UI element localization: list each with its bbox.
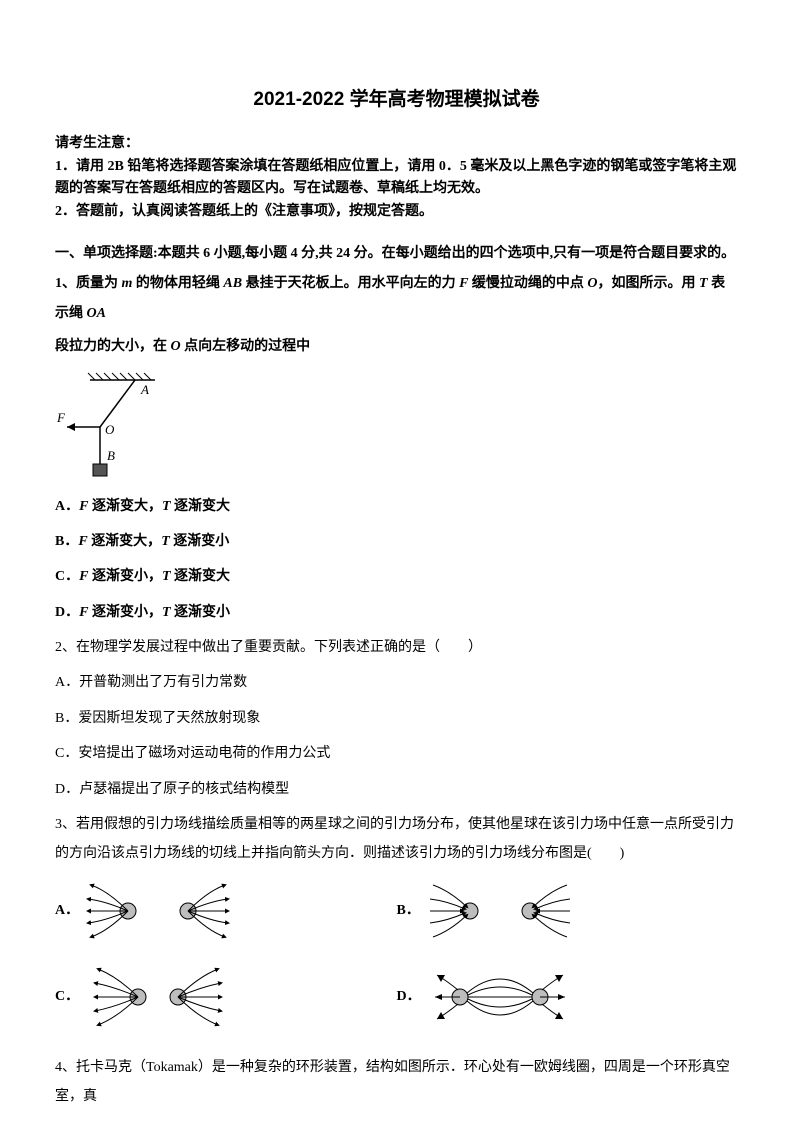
q3-choice-D: D． [397, 963, 739, 1031]
q3-choice-B: B． [397, 877, 739, 945]
q1-line2b: 点向左移动的过程中 [181, 339, 311, 354]
notice-line-2: 2．答题前，认真阅读答题纸上的《注意事项》，按规定答题。 [55, 201, 738, 223]
q3-choice-C: C． [55, 963, 397, 1031]
q2-option-D: D．卢瑟福提出了原子的核式结构模型 [55, 775, 738, 804]
q1-T: T [699, 276, 708, 291]
field-diagram-d-icon [425, 963, 575, 1031]
exam-page: 2021-2022 学年高考物理模拟试卷 请考生注意： 1．请用 2B 铅笔将选… [0, 0, 793, 1122]
q3-label-B: B． [397, 900, 415, 922]
q1-option-A: A．F 逐渐变大，T 逐渐变大 [55, 492, 738, 521]
q3-row-2: C． [55, 963, 738, 1031]
field-diagram-a-icon [83, 877, 233, 945]
q1-mid4: ，如图所示。用 [598, 276, 700, 291]
q1-option-D: D．F 逐渐变小，T 逐渐变小 [55, 598, 738, 627]
q1-mid2: 悬挂于天花板上。用水平向左的力 [242, 276, 459, 291]
q3-row-1: A． [55, 877, 738, 945]
q1-line2a: 段拉力的大小，在 [55, 339, 171, 354]
q1-option-C: C．F 逐渐变小，T 逐渐变大 [55, 562, 738, 591]
q1-OA: OA [87, 306, 106, 321]
notice-header: 请考生注意： [55, 133, 738, 155]
q1-O: O [587, 276, 597, 291]
q1-O2: O [171, 339, 181, 354]
rope-diagram-icon: A O B F [55, 372, 175, 482]
q1-line2: 段拉力的大小，在 O 点向左移动的过程中 [55, 332, 738, 361]
q1-mid1: 的物体用轻绳 [132, 276, 223, 291]
q2-option-A: A．开普勒测出了万有引力常数 [55, 668, 738, 697]
q4-text: 4、托卡马克（Tokamak）是一种复杂的环形装置，结构如图所示．环心处有一欧姆… [55, 1053, 738, 1112]
svg-text:O: O [105, 422, 115, 437]
q1-AB: AB [223, 276, 242, 291]
q3-label-D: D． [397, 986, 415, 1008]
q2-option-C: C．安培提出了磁场对运动电荷的作用力公式 [55, 739, 738, 768]
q2-text: 2、在物理学发展过程中做出了重要贡献。下列表述正确的是（ ） [55, 633, 738, 662]
field-diagram-c-icon [83, 963, 233, 1031]
q3-choice-A: A． [55, 877, 397, 945]
q1-diagram: A O B F [55, 372, 738, 482]
q2-option-B: B．爱因斯坦发现了天然放射现象 [55, 704, 738, 733]
q1-prefix: 1、质量为 [55, 276, 122, 291]
page-title: 2021-2022 学年高考物理模拟试卷 [55, 85, 738, 115]
notice-line-1: 1．请用 2B 铅笔将选择题答案涂填在答题纸相应位置上，请用 0．5 毫米及以上… [55, 156, 738, 201]
q3-label-C: C． [55, 986, 73, 1008]
q3-text: 3、若用假想的引力场线描绘质量相等的两星球之间的引力场分布，使其他星球在该引力场… [55, 810, 738, 869]
section-1-header: 一、单项选择题:本题共 6 小题,每小题 4 分,共 24 分。在每小题给出的四… [55, 243, 738, 265]
field-diagram-b-icon [425, 877, 575, 945]
svg-text:B: B [107, 448, 115, 463]
q1-m: m [122, 276, 133, 291]
svg-text:A: A [140, 382, 149, 397]
q1-mid3: 缓慢拉动绳的中点 [468, 276, 587, 291]
q3-label-A: A． [55, 900, 73, 922]
q1-option-B: B．F 逐渐变大，T 逐渐变小 [55, 527, 738, 556]
q1-line1: 1、质量为 m 的物体用轻绳 AB 悬挂于天花板上。用水平向左的力 F 缓慢拉动… [55, 269, 738, 328]
svg-text:F: F [56, 410, 66, 425]
